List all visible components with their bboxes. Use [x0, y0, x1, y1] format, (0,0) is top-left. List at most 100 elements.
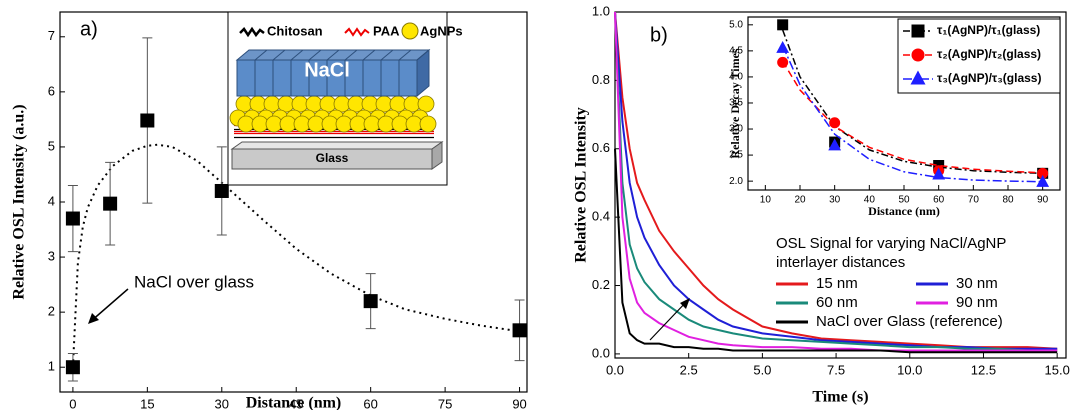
arrow-head [88, 313, 99, 324]
y-axis-label: Relative Decay Times [728, 48, 742, 159]
x-tick-label: 10.0 [897, 362, 922, 377]
x-tick-label: 90 [512, 396, 526, 410]
point [140, 113, 155, 128]
y-tick-label: 0.4 [592, 209, 610, 224]
x-tick-label: 15 [140, 396, 154, 410]
cube-edge [344, 49, 358, 61]
decay-line [614, 11, 1058, 352]
cube-edge [398, 49, 412, 61]
x-axis-label: Time (s) [812, 389, 868, 406]
point [829, 117, 841, 129]
point [911, 24, 925, 38]
point [65, 211, 80, 226]
x-tick-label: 30 [829, 195, 841, 206]
annotation: NaCl over glass [134, 272, 254, 291]
x-tick-label: 75 [438, 396, 452, 410]
agnp [419, 115, 437, 133]
y-tick-label: 4.5 [729, 46, 743, 57]
y-tick-label: 2.0 [729, 176, 743, 187]
x-tick-label: 10 [760, 195, 772, 206]
point [777, 19, 789, 31]
cube-edge [272, 49, 286, 61]
nacl-grid [254, 49, 430, 96]
paa-label: PAA [373, 23, 400, 38]
x-tick-label: 2.5 [680, 362, 698, 377]
y-tick-label: 5.0 [729, 19, 743, 30]
cube-edge [362, 49, 376, 61]
layer-diagram: Chitosan PAA AgNPs Glass NaCl [227, 11, 463, 186]
y-tick-label: 0.0 [592, 345, 610, 360]
point [1036, 174, 1050, 187]
x-tick-label: 0 [69, 396, 76, 410]
y-tick-label: 1.0 [592, 3, 610, 18]
point [911, 48, 925, 62]
point [363, 294, 378, 309]
x-tick-label: 30 [215, 396, 229, 410]
point [932, 167, 946, 180]
plot-frame [614, 11, 1067, 359]
x-tick-label: 50 [898, 195, 910, 206]
y-tick-label: 0.6 [592, 140, 610, 155]
fit-curve [71, 143, 520, 368]
nacl-label: NaCl [304, 59, 350, 81]
y-tick-label: 7 [48, 28, 55, 43]
legend-label: τ₂(AgNP)/τ₂(glass) [937, 47, 1041, 61]
x-tick-label: 80 [1002, 195, 1014, 206]
x-axis-label: Distance (nm) [868, 204, 940, 218]
fit-curve [781, 29, 1043, 175]
annotation-arrow [89, 288, 129, 323]
cube-edge [308, 49, 322, 61]
point [103, 196, 118, 211]
legend-label: 90 nm [956, 294, 998, 311]
y-axis-label: Relative OSL Intensity [573, 107, 590, 263]
decay-line [614, 11, 1058, 352]
x-tick-label: 45 [289, 396, 303, 410]
y-tick-label: 0.8 [592, 72, 610, 87]
y-tick-label: 5 [48, 138, 55, 153]
y-tick-label: 2.5 [729, 150, 743, 161]
x-tick-label: 60 [933, 195, 945, 206]
x-tick-label: 0.0 [606, 362, 624, 377]
legend-title: interlayer distances [776, 254, 905, 271]
y-tick-label: 3 [48, 249, 55, 264]
point [65, 360, 80, 375]
panel-label: b) [650, 24, 668, 46]
point [910, 70, 926, 85]
y-tick-label: 3.0 [729, 124, 743, 135]
y-tick-label: 2 [48, 304, 55, 319]
point [828, 138, 842, 151]
point [776, 40, 790, 53]
chitosan-label: Chitosan [267, 23, 323, 38]
point [512, 323, 527, 338]
y-tick-label: 0.2 [592, 277, 610, 292]
legend-label: NaCl over Glass (reference) [816, 313, 1003, 330]
x-tick-label: 90 [1037, 195, 1049, 206]
x-tick-label: 7.5 [827, 362, 845, 377]
y-tick-label: 1 [48, 359, 55, 374]
glass-top [230, 141, 444, 150]
y-tick-label: 4 [48, 193, 55, 208]
legend-title: OSL Signal for varying NaCl/AgNP [776, 235, 1006, 252]
x-axis-label: Distance (nm) [246, 395, 342, 410]
point [777, 56, 789, 68]
legend-label: 60 nm [816, 294, 858, 311]
cube-edge [416, 49, 430, 61]
agnp-icon [401, 22, 419, 40]
y-tick-label: 4.0 [729, 72, 743, 83]
x-tick-label: 60 [363, 396, 377, 410]
cube-edge [326, 49, 340, 61]
decay-line [614, 148, 1058, 354]
legend-label: τ₃(AgNP)/τ₃(glass) [937, 71, 1041, 85]
x-tick-label: 15.0 [1045, 362, 1070, 377]
agnps-label: AgNPs [420, 23, 463, 38]
y-tick-label: 6 [48, 83, 55, 98]
agnp-layer [229, 95, 437, 133]
chitosan-icon [239, 26, 265, 38]
legend-label: 30 nm [956, 275, 998, 292]
x-tick-label: 20 [794, 195, 806, 206]
x-tick-label: 70 [968, 195, 980, 206]
paa-icon [344, 27, 370, 37]
x-tick-label: 5.0 [753, 362, 771, 377]
legend-label: τ₁(AgNP)/τ₁(glass) [937, 23, 1040, 37]
agnp [417, 95, 435, 113]
